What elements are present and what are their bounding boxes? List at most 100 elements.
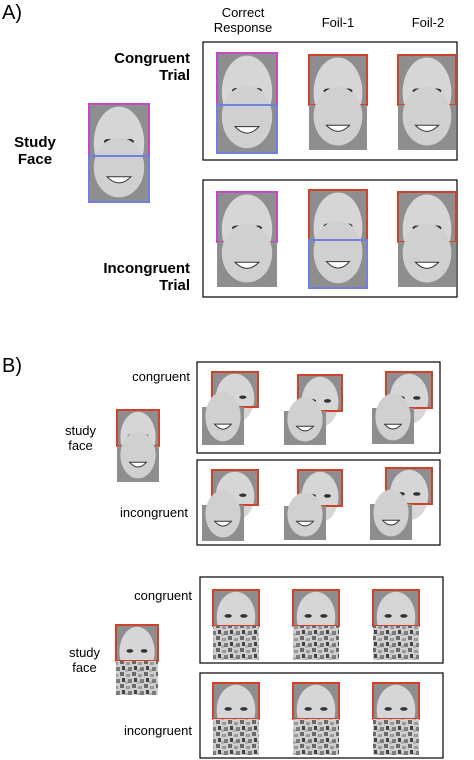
eye (304, 614, 312, 618)
eye (140, 649, 148, 653)
row-label: incongruent (124, 723, 192, 738)
mouth (295, 520, 315, 527)
trial-box (196, 459, 441, 546)
face-image (373, 719, 419, 755)
column-header: Foil-1 (321, 15, 355, 30)
face-image (88, 137, 150, 203)
face-image (213, 719, 259, 755)
row-label: Congruent Trial (114, 50, 190, 85)
face-image (216, 85, 278, 154)
mouth (381, 519, 401, 526)
study-label: study face (68, 645, 101, 675)
eye (240, 707, 248, 711)
skin (402, 224, 452, 283)
noise-patch (293, 626, 339, 660)
mouth (325, 124, 351, 132)
highlight-frame (308, 239, 368, 289)
noise-patch (213, 719, 259, 755)
row-label: congruent (132, 369, 190, 384)
column-header: Correct Response (213, 5, 273, 35)
eye (413, 492, 421, 496)
face-image (297, 469, 343, 523)
skin (221, 85, 273, 149)
eye (304, 707, 312, 711)
skin (313, 220, 363, 284)
highlight-frame (88, 155, 150, 203)
skin (221, 224, 273, 283)
skin (287, 397, 323, 442)
face-image (116, 661, 158, 695)
eye (400, 707, 408, 711)
eye (240, 614, 248, 618)
eye (224, 614, 232, 618)
face-image (284, 492, 326, 540)
mouth (233, 261, 261, 269)
eye (320, 614, 328, 618)
mouth (325, 261, 351, 269)
skin (205, 490, 241, 538)
eye (224, 707, 232, 711)
eye (384, 707, 392, 711)
noise-patch (213, 626, 259, 660)
highlight-frame (216, 104, 278, 154)
noise-patch (373, 719, 419, 755)
eye (323, 494, 332, 498)
panel-label: A) (2, 2, 22, 24)
face-image (217, 224, 277, 287)
column-header: Foil-2 (411, 15, 445, 30)
skin (313, 87, 363, 146)
study-label: Study Face (14, 134, 56, 169)
skin (205, 391, 241, 442)
study-label: study face (64, 423, 97, 453)
mouth (295, 425, 315, 432)
mouth (414, 261, 440, 269)
noise-patch (293, 719, 339, 755)
face-image (202, 391, 244, 445)
mouth (383, 423, 403, 430)
face-image (117, 431, 159, 482)
mouth (213, 520, 233, 527)
face-image (398, 87, 456, 150)
face-image (370, 489, 412, 540)
trial-box (199, 576, 444, 664)
eye (320, 707, 328, 711)
eye (413, 396, 421, 400)
skin (287, 492, 323, 537)
face-image (309, 87, 367, 150)
eye (323, 399, 332, 403)
eye (239, 493, 247, 497)
trial-box (199, 672, 444, 759)
trial-box (196, 361, 441, 454)
face-image (385, 371, 433, 425)
skin (120, 431, 156, 479)
eye (384, 614, 392, 618)
face-image (293, 626, 339, 660)
skin (373, 489, 409, 537)
mouth (105, 176, 133, 184)
mouth (128, 461, 148, 468)
mouth (213, 423, 233, 430)
noise-patch (373, 626, 419, 660)
panel-label: B) (2, 355, 22, 377)
eye (126, 649, 134, 653)
face-image (284, 397, 326, 445)
row-label: Incongruent Trial (103, 260, 190, 295)
skin (375, 393, 411, 441)
face-image (398, 224, 456, 287)
face-image (293, 719, 339, 755)
row-label: incongruent (120, 505, 188, 520)
row-label: congruent (134, 588, 192, 603)
eye (400, 614, 408, 618)
face-image (372, 393, 414, 444)
face-image (308, 220, 368, 289)
skin (93, 137, 145, 198)
face-image (373, 626, 419, 660)
eye (239, 395, 247, 399)
mouth (414, 124, 440, 132)
face-image (202, 490, 244, 541)
mouth (233, 126, 261, 134)
skin (402, 87, 452, 146)
face-image (213, 626, 259, 660)
